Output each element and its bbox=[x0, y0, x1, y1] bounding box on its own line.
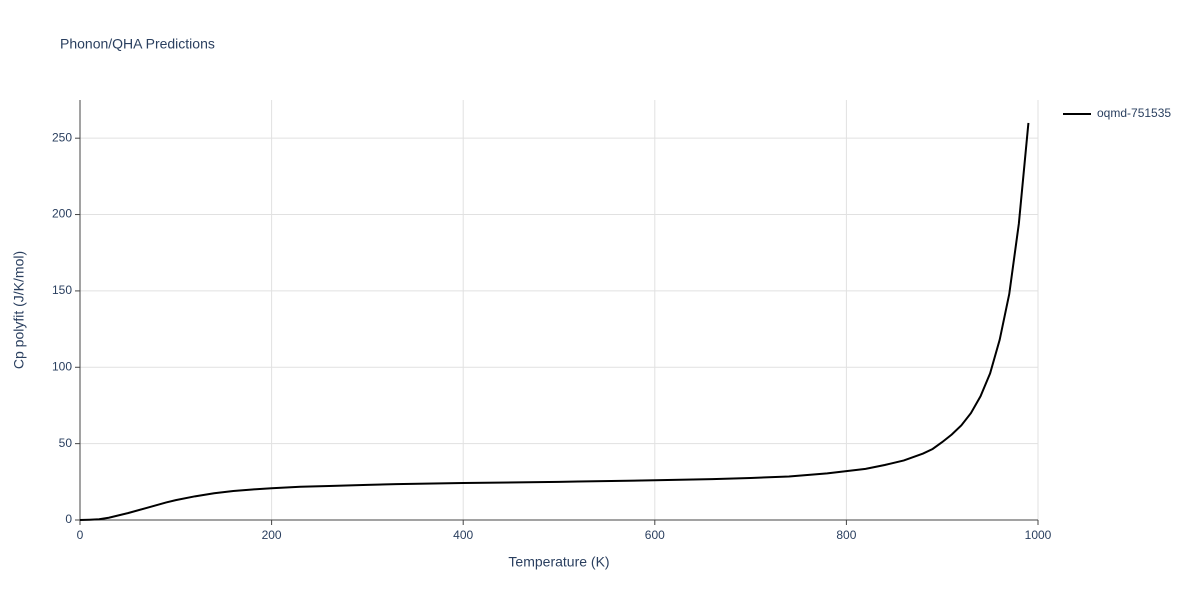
y-tick-label: 0 bbox=[65, 512, 72, 526]
y-tick-label: 50 bbox=[59, 436, 73, 450]
line-series bbox=[79, 122, 1030, 521]
x-tick-label: 800 bbox=[836, 528, 856, 542]
x-tick-label: 0 bbox=[77, 528, 84, 542]
y-tick-label: 150 bbox=[52, 283, 72, 297]
legend-label: oqmd-751535 bbox=[1097, 106, 1171, 120]
chart-title: Phonon/QHA Predictions bbox=[60, 36, 215, 52]
x-tick-label: 400 bbox=[453, 528, 473, 542]
y-axis-title: Cp polyfit (J/K/mol) bbox=[11, 251, 27, 369]
y-tick-label: 100 bbox=[52, 359, 72, 373]
x-tick-label: 1000 bbox=[1025, 528, 1052, 542]
x-axis-title: Temperature (K) bbox=[508, 554, 609, 570]
x-tick-label: 600 bbox=[645, 528, 665, 542]
y-tick-label: 200 bbox=[52, 207, 72, 221]
x-tick-label: 200 bbox=[262, 528, 282, 542]
y-tick-label: 250 bbox=[52, 130, 72, 144]
